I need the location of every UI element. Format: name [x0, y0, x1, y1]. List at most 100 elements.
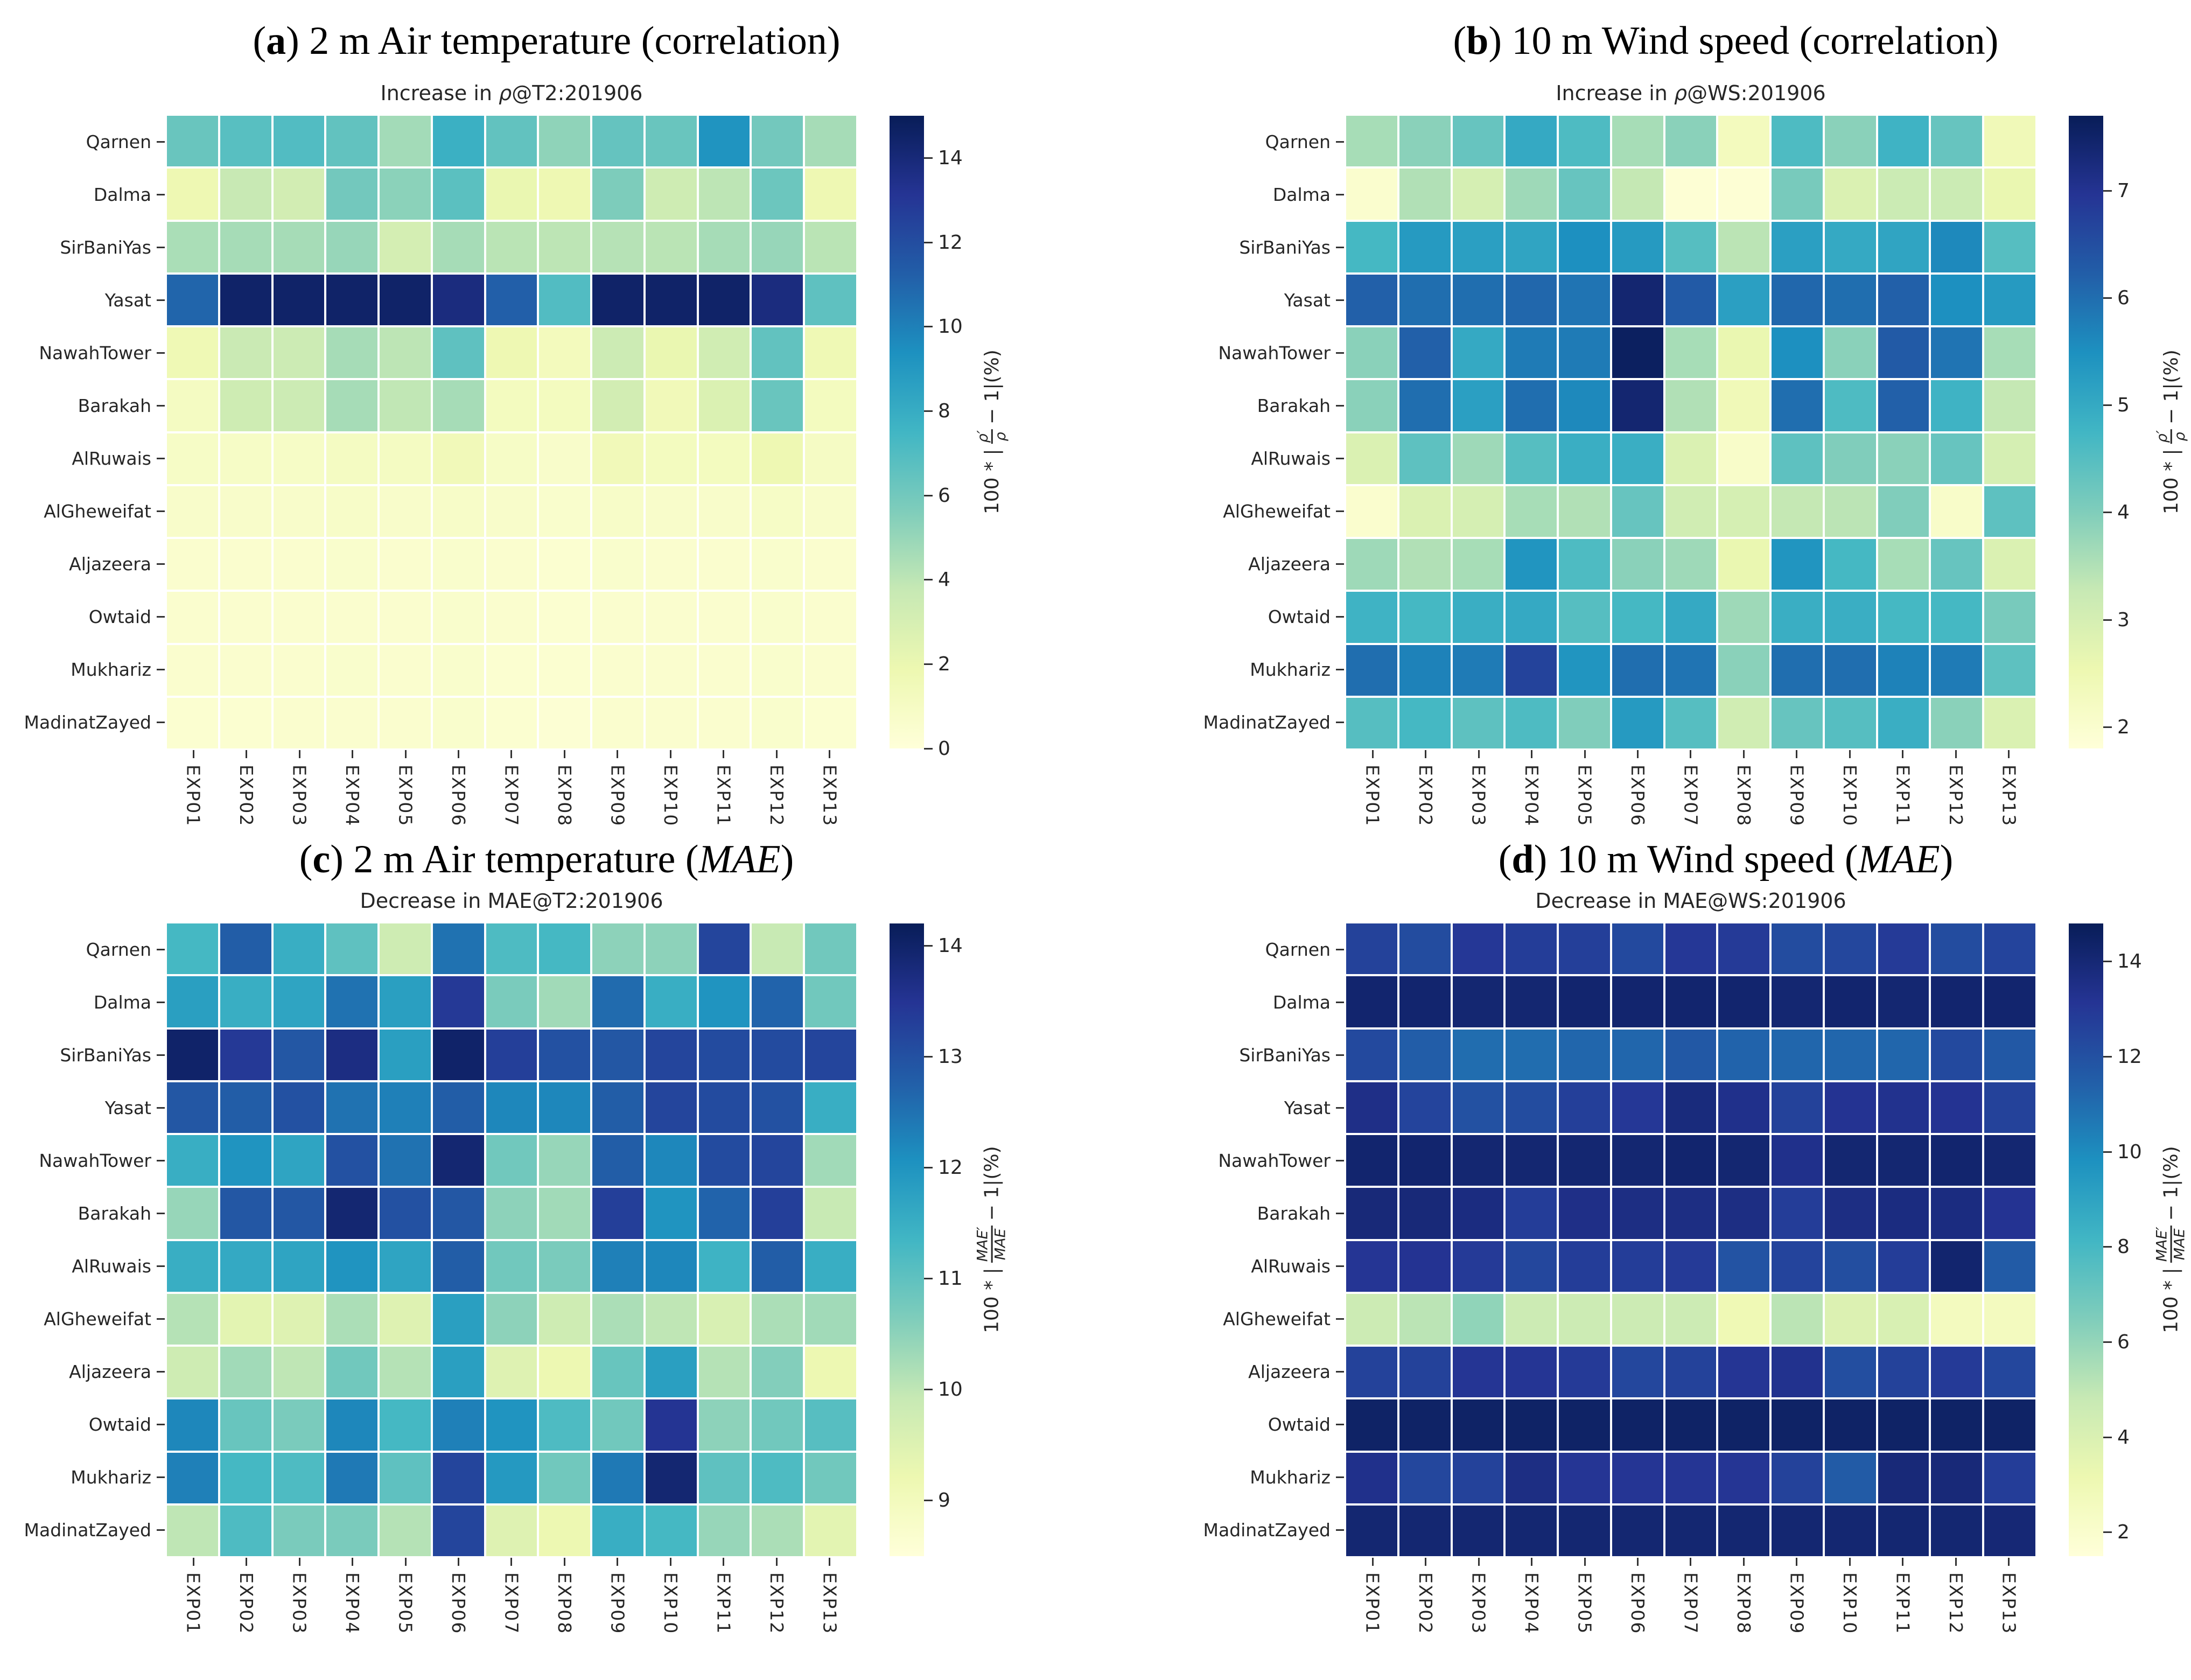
heatmap-cell	[805, 976, 856, 1027]
heatmap-cell	[1665, 1452, 1717, 1503]
row-label-text: AlRuwais	[1251, 1255, 1331, 1277]
heatmap-cell	[380, 1347, 431, 1398]
y-tick-mark	[157, 563, 165, 565]
heatmap-cell	[1452, 327, 1504, 379]
heatmap-cell	[1665, 327, 1717, 379]
heatmap-cell	[1506, 1082, 1557, 1133]
heatmap-cell	[1346, 1241, 1397, 1292]
column-label: EXP10	[1823, 748, 1876, 872]
heatmap-cell	[1399, 169, 1451, 220]
colorbar-tick-label: 6	[2117, 1331, 2130, 1353]
heatmap-cell	[1506, 645, 1557, 696]
column-label-text: EXP03	[1468, 765, 1489, 827]
heatmap-cell	[805, 1293, 856, 1345]
heatmap-cell	[1612, 1452, 1663, 1503]
heatmap-cell	[1506, 380, 1557, 431]
row-label-text: Dalma	[1272, 992, 1331, 1013]
heatmap-cell	[1452, 1188, 1504, 1239]
row-label-text: Yasat	[104, 290, 151, 311]
column-label: EXP02	[1399, 748, 1452, 872]
heatmap-cell	[592, 697, 643, 748]
heatmap-cell	[486, 1399, 537, 1451]
colorbar-tick-mark	[2103, 1055, 2112, 1058]
heatmap-cell	[698, 169, 750, 220]
heatmap-cell	[1984, 976, 2035, 1027]
colorbar-gradient	[2069, 923, 2103, 1556]
column-label-text: EXP01	[183, 1572, 204, 1635]
row-label: Aljazeera	[0, 537, 167, 590]
heatmap-cell	[539, 274, 591, 325]
y-tick-mark	[157, 1423, 165, 1425]
column-label-text: EXP02	[1415, 1572, 1437, 1635]
heatmap-cell	[805, 116, 856, 167]
heatmap-cell	[1559, 380, 1610, 431]
column-label-text: EXP04	[1521, 765, 1543, 827]
colorbar-tick-mark	[924, 157, 933, 159]
heatmap-cell	[167, 1082, 218, 1133]
row-label-text: SirBaniYas	[60, 237, 151, 258]
heatmap-cell	[1718, 1399, 1770, 1451]
y-tick-mark	[1336, 1476, 1344, 1478]
heatmap-cell	[273, 592, 325, 643]
heatmap-cell	[1931, 976, 1983, 1027]
heatmap-cell	[1878, 1347, 1929, 1398]
row-label-text: Dalma	[1272, 184, 1331, 206]
heatmap-cell	[220, 274, 271, 325]
row-label-text: Yasat	[104, 1097, 151, 1119]
heatmap-cell	[1878, 1188, 1929, 1239]
x-tick-mark	[1584, 750, 1586, 758]
colorbar-tick-mark	[2103, 297, 2112, 299]
heatmap-cell	[1878, 221, 1929, 272]
heatmap-cell	[1612, 1188, 1663, 1239]
panel-b-title: (b) 10 m Wind speed (correlation)	[1453, 19, 1999, 63]
x-tick-mark	[2008, 1558, 2010, 1566]
heatmap-cell	[1506, 697, 1557, 748]
row-label: Aljazeera	[1095, 1345, 1346, 1398]
heatmap-cell	[1824, 116, 1876, 167]
heatmap-cell	[1984, 327, 2035, 379]
row-label-text: Mukhariz	[71, 1466, 151, 1488]
row-label: AlRuwais	[1095, 1240, 1346, 1292]
colorbar-tick-label: 8	[938, 400, 950, 422]
row-label: MadinatZayed	[0, 696, 167, 748]
heatmap-cell	[1612, 1029, 1663, 1080]
heatmap-cell	[167, 645, 218, 696]
heatmap-cell	[1718, 1082, 1770, 1133]
heatmap-cell	[752, 923, 803, 975]
column-label: EXP10	[644, 748, 697, 872]
heatmap-cell	[1346, 539, 1397, 590]
heatmap-cell	[592, 433, 643, 484]
x-tick-mark	[298, 1558, 300, 1566]
colorbar-tick-label: 14	[2117, 950, 2142, 973]
row-label: NawahTower	[0, 1135, 167, 1187]
y-tick-mark	[1336, 510, 1344, 512]
column-label-text: EXP03	[289, 1572, 310, 1635]
heatmap-cell	[380, 1293, 431, 1345]
heatmap-cell	[167, 592, 218, 643]
y-tick-mark	[1336, 1107, 1344, 1109]
heatmap-cell	[380, 1188, 431, 1239]
heatmap-cell	[592, 1241, 643, 1292]
heatmap-cell	[486, 1082, 537, 1133]
heatmap-cell	[1931, 1241, 1983, 1292]
heatmap-cell	[645, 116, 697, 167]
heatmap-cell	[1399, 1347, 1451, 1398]
heatmap-cell	[752, 1347, 803, 1398]
heatmap-cell	[645, 1505, 697, 1556]
heatmap-cell	[167, 486, 218, 537]
heatmap-cell	[1452, 116, 1504, 167]
heatmap-cell	[380, 169, 431, 220]
y-tick-mark	[1336, 1318, 1344, 1320]
heatmap-cell	[486, 539, 537, 590]
column-label: EXP09	[591, 748, 644, 872]
heatmap-cell	[1824, 221, 1876, 272]
colorbar-tick-mark	[924, 747, 933, 750]
row-label-text: AlGheweifat	[44, 500, 151, 522]
heatmap-cell	[1824, 539, 1876, 590]
row-label: SirBaniYas	[1095, 1029, 1346, 1082]
heatmap-cell	[167, 1399, 218, 1451]
heatmap-cell	[1346, 1135, 1397, 1186]
row-label: Mukhariz	[1095, 1451, 1346, 1503]
heatmap-cell	[326, 486, 378, 537]
column-label-text: EXP04	[342, 765, 363, 827]
